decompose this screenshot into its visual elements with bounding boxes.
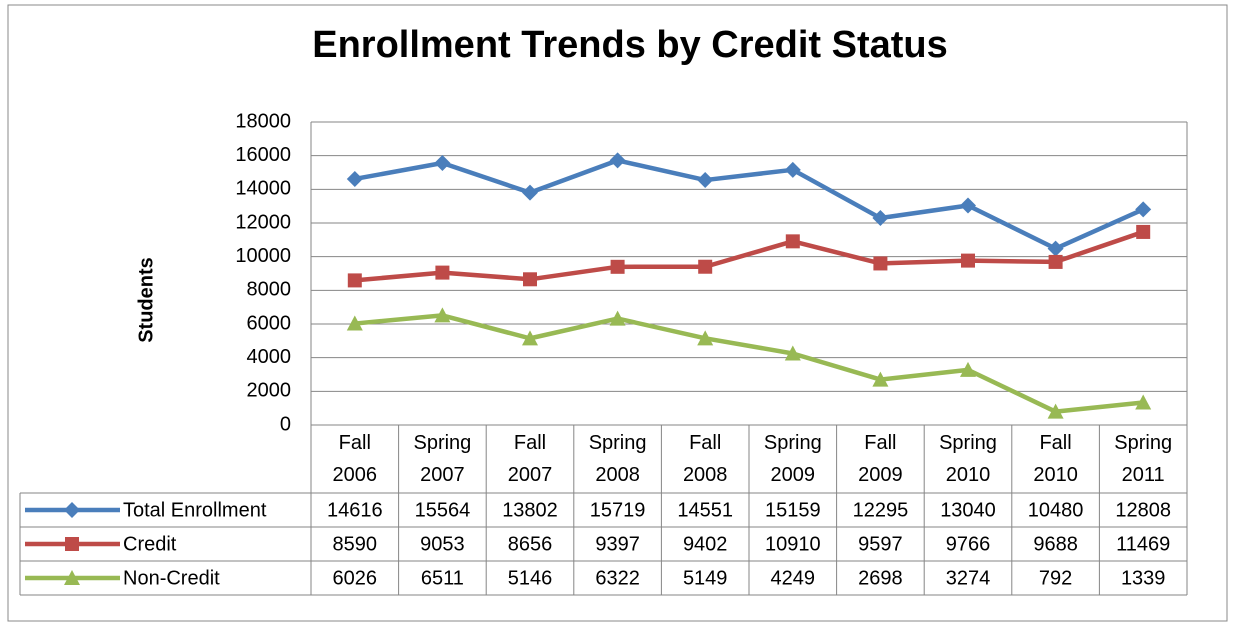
point bbox=[960, 197, 976, 214]
point bbox=[434, 155, 451, 172]
y-axis-label: Students bbox=[135, 257, 157, 343]
x-tick-label: Fall 2010 bbox=[1033, 432, 1078, 486]
table-value: 13802 bbox=[502, 499, 558, 521]
point bbox=[522, 330, 538, 346]
y-tick-label: 18000 bbox=[235, 110, 291, 132]
y-tick-label: 16000 bbox=[235, 144, 291, 166]
point bbox=[1048, 254, 1063, 269]
legend-label: Total Enrollment bbox=[123, 499, 267, 521]
point bbox=[347, 273, 362, 288]
table-value: 11469 bbox=[1116, 533, 1170, 555]
point bbox=[610, 259, 625, 274]
legend-label: Credit bbox=[123, 533, 177, 555]
table-value: 3274 bbox=[946, 567, 991, 589]
y-tick-label: 6000 bbox=[247, 312, 292, 334]
x-tick-label: Spring 2008 bbox=[588, 432, 647, 486]
point bbox=[609, 152, 626, 169]
point bbox=[960, 361, 976, 377]
y-tick-label: 0 bbox=[280, 413, 291, 435]
x-tick-label: Spring 2010 bbox=[939, 432, 997, 486]
table-value: 12808 bbox=[1115, 499, 1171, 521]
point bbox=[1135, 201, 1152, 218]
point bbox=[785, 234, 800, 249]
point bbox=[698, 259, 713, 274]
point bbox=[522, 184, 538, 201]
point bbox=[1135, 394, 1152, 410]
x-tick-label: Fall 2009 bbox=[858, 432, 903, 486]
table-value: 1339 bbox=[1121, 567, 1166, 589]
table-value: 10480 bbox=[1028, 499, 1084, 521]
x-tick-label: Fall 2006 bbox=[332, 432, 378, 486]
y-tick-label: 14000 bbox=[235, 178, 291, 200]
point bbox=[434, 307, 451, 323]
point bbox=[1047, 240, 1064, 257]
table-value: 9053 bbox=[420, 533, 465, 555]
table-value: 15564 bbox=[415, 499, 471, 521]
table-value: 6511 bbox=[421, 567, 464, 589]
series-line bbox=[354, 313, 1144, 414]
point bbox=[872, 371, 889, 387]
table-value: 10910 bbox=[765, 533, 821, 555]
table-value: 5146 bbox=[508, 567, 553, 589]
point bbox=[1136, 224, 1151, 239]
x-tick-label: Fall 2008 bbox=[682, 432, 728, 486]
table-value: 792 bbox=[1039, 567, 1072, 589]
point bbox=[873, 256, 888, 271]
table-value: 6322 bbox=[595, 567, 640, 589]
table-value: 8590 bbox=[333, 533, 378, 555]
table-value: 14616 bbox=[327, 499, 383, 521]
table-value: 8656 bbox=[508, 533, 553, 555]
chart-border bbox=[7, 4, 1228, 622]
table-value: 15719 bbox=[590, 499, 646, 521]
point bbox=[872, 210, 889, 227]
table-value: 9397 bbox=[595, 533, 640, 555]
y-tick-label: 8000 bbox=[247, 279, 292, 301]
table-value: 15159 bbox=[765, 499, 821, 521]
point bbox=[1047, 403, 1064, 419]
table-value: 9688 bbox=[1033, 533, 1078, 555]
point bbox=[435, 265, 450, 280]
y-tick-label: 4000 bbox=[247, 346, 292, 368]
table-value: 12295 bbox=[853, 499, 909, 521]
x-tick-label: Fall 2007 bbox=[507, 432, 553, 486]
point bbox=[697, 330, 714, 346]
y-tick-label: 12000 bbox=[235, 211, 291, 233]
table-value: 5149 bbox=[683, 567, 728, 589]
point bbox=[784, 345, 801, 361]
point bbox=[523, 272, 537, 287]
point bbox=[346, 315, 363, 331]
point bbox=[961, 253, 975, 268]
table-value: 9402 bbox=[683, 533, 728, 555]
series-line bbox=[354, 158, 1145, 251]
table-value: 14551 bbox=[677, 499, 733, 521]
table-value: 9766 bbox=[946, 533, 991, 555]
x-tick-label: Spring 2007 bbox=[413, 432, 472, 486]
x-tick-label: Spring 2011 bbox=[1114, 432, 1173, 486]
table-value: 9597 bbox=[858, 533, 903, 555]
table-value: 2698 bbox=[858, 567, 903, 589]
legend-marker bbox=[65, 537, 79, 551]
table-value: 4249 bbox=[771, 567, 816, 589]
y-tick-label: 10000 bbox=[235, 245, 291, 267]
legend-marker bbox=[64, 502, 80, 518]
y-tick-label: 2000 bbox=[247, 380, 292, 402]
legend-label: Non-Credit bbox=[123, 567, 220, 589]
point bbox=[697, 172, 714, 189]
chart-title: Enrollment Trends by Credit Status bbox=[312, 24, 948, 66]
table-value: 6026 bbox=[333, 567, 378, 589]
point bbox=[346, 170, 363, 187]
legend-marker bbox=[64, 570, 80, 585]
point bbox=[784, 161, 801, 178]
table-value: 13040 bbox=[940, 499, 996, 521]
series-line bbox=[354, 229, 1144, 283]
x-tick-label: Spring 2009 bbox=[763, 432, 822, 486]
point bbox=[609, 310, 626, 326]
